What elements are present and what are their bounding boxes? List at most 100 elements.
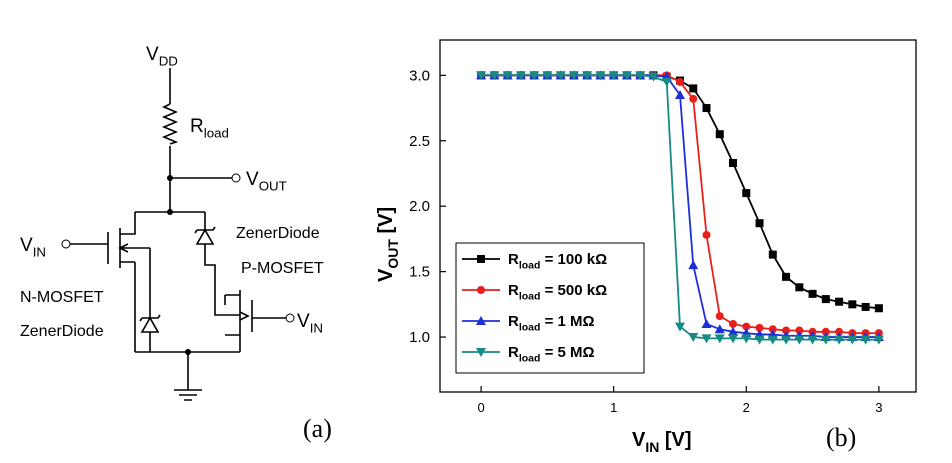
wire bbox=[135, 351, 240, 401]
node bbox=[167, 209, 173, 215]
marker bbox=[795, 283, 804, 292]
marker bbox=[835, 297, 844, 306]
marker bbox=[529, 71, 540, 81]
label-part: R bbox=[190, 116, 204, 137]
marker bbox=[648, 72, 659, 82]
marker bbox=[701, 334, 712, 344]
marker bbox=[675, 77, 684, 86]
y-axis-label: VOUT [V] bbox=[375, 207, 401, 282]
label-part: [V] bbox=[375, 207, 397, 239]
marker bbox=[515, 71, 526, 81]
marker bbox=[714, 334, 725, 344]
marker bbox=[542, 71, 553, 81]
panel-label: (b) bbox=[826, 423, 856, 452]
label-part: V bbox=[20, 235, 33, 256]
marker bbox=[688, 333, 699, 343]
resistor bbox=[161, 103, 179, 145]
nmos-label: N-MOSFET bbox=[20, 289, 104, 306]
marker bbox=[674, 322, 685, 332]
marker bbox=[674, 89, 685, 99]
subscript: DD bbox=[159, 54, 178, 69]
pmos-label: P-MOSFET bbox=[241, 260, 324, 277]
marker bbox=[741, 334, 752, 344]
subscript: IN bbox=[33, 245, 46, 260]
plot-frame bbox=[439, 39, 917, 393]
label-part: R bbox=[508, 251, 519, 268]
marker bbox=[702, 104, 711, 113]
marker bbox=[729, 319, 738, 328]
circuit: VDD Rload VOUT VIN ZenerDiode P-MOSFET N… bbox=[20, 44, 332, 443]
label-part: = 5 MΩ bbox=[540, 344, 594, 361]
legend-label: Rload = 100 kΩ bbox=[508, 251, 607, 272]
label-part: R bbox=[508, 282, 519, 299]
label-part: = 1 MΩ bbox=[540, 313, 594, 330]
marker bbox=[729, 159, 738, 168]
x-axis-label: VIN [V] bbox=[632, 429, 692, 455]
marker bbox=[874, 304, 883, 313]
vin-label: VIN bbox=[20, 235, 46, 260]
marker bbox=[807, 335, 818, 345]
label-part: V bbox=[375, 268, 397, 282]
legend-label: Rload = 1 MΩ bbox=[508, 313, 595, 334]
marker bbox=[582, 71, 593, 81]
subscript: IN bbox=[310, 321, 323, 336]
node bbox=[167, 175, 173, 181]
marker bbox=[794, 335, 805, 345]
marker bbox=[635, 71, 646, 81]
subscript: load bbox=[519, 353, 541, 365]
label-part: R bbox=[508, 344, 519, 361]
p-mosfet bbox=[224, 290, 286, 352]
legend-marker bbox=[476, 316, 486, 325]
subscript: IN bbox=[645, 439, 659, 455]
label-part: R bbox=[508, 313, 519, 330]
n-mosfet bbox=[70, 212, 150, 352]
marker bbox=[608, 71, 619, 81]
marker bbox=[847, 335, 858, 345]
y-tick-label: 1.0 bbox=[409, 329, 430, 346]
marker bbox=[661, 77, 672, 87]
legend-marker bbox=[476, 348, 486, 357]
marker bbox=[821, 295, 830, 304]
y-tick-label: 2.0 bbox=[409, 198, 430, 215]
subscript: OUT bbox=[385, 239, 401, 269]
zener-label: ZenerDiode bbox=[20, 323, 104, 340]
label-part: V bbox=[632, 429, 646, 451]
marker bbox=[742, 322, 751, 331]
marker bbox=[715, 312, 724, 321]
marker bbox=[795, 326, 804, 335]
y-tick-label: 1.5 bbox=[409, 264, 430, 281]
marker bbox=[715, 130, 724, 139]
label-part: V bbox=[246, 169, 259, 190]
label-part: [V] bbox=[659, 429, 691, 451]
zener-right bbox=[194, 212, 240, 316]
marker bbox=[689, 94, 698, 103]
subscript: load bbox=[519, 322, 541, 334]
marker bbox=[782, 326, 791, 335]
marker bbox=[595, 71, 606, 81]
marker bbox=[701, 318, 712, 328]
x-tick-label: 2 bbox=[743, 400, 750, 415]
marker bbox=[835, 327, 844, 336]
marker bbox=[768, 325, 777, 334]
marker bbox=[714, 324, 725, 334]
marker bbox=[688, 260, 699, 270]
marker bbox=[848, 300, 857, 309]
vin-label: VIN bbox=[297, 311, 323, 336]
marker bbox=[861, 302, 870, 311]
marker bbox=[768, 250, 777, 259]
marker bbox=[782, 272, 791, 281]
marker bbox=[728, 326, 739, 336]
marker bbox=[754, 335, 765, 345]
terminal bbox=[231, 173, 241, 183]
marker bbox=[821, 327, 830, 336]
marker bbox=[742, 189, 751, 198]
marker bbox=[860, 335, 871, 345]
marker bbox=[781, 335, 792, 345]
marker bbox=[568, 71, 579, 81]
label-part: = 100 kΩ bbox=[540, 251, 607, 268]
label-part: = 500 kΩ bbox=[540, 282, 607, 299]
marker bbox=[621, 71, 632, 81]
terminal bbox=[285, 313, 295, 323]
